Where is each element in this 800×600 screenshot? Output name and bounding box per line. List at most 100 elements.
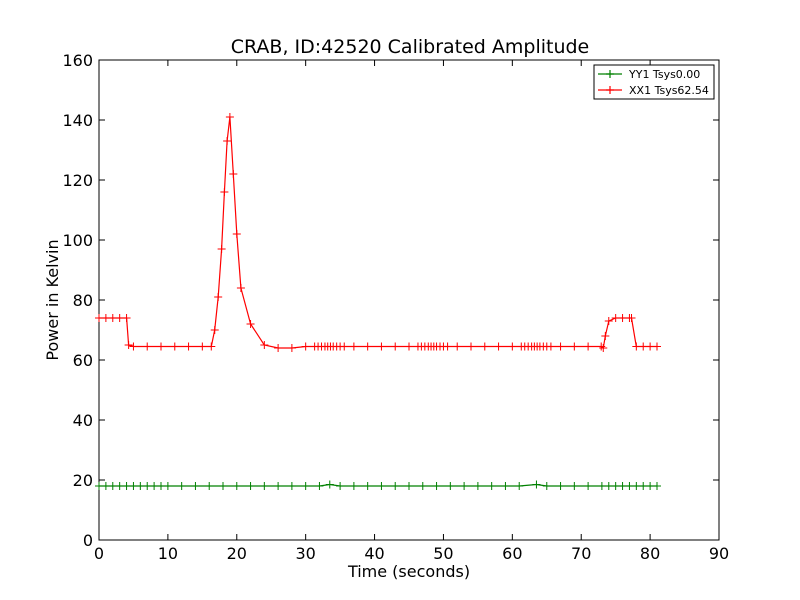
data-point [618, 482, 627, 490]
data-point [349, 482, 358, 490]
data-point [632, 342, 641, 351]
data-point [184, 342, 193, 351]
data-point [301, 482, 310, 490]
series-1 [95, 113, 661, 352]
data-point [487, 482, 496, 490]
data-point [177, 482, 186, 490]
legend-marker-yy1 [606, 70, 614, 78]
data-point [207, 342, 216, 351]
data-point [122, 482, 131, 490]
x-tick-label: 90 [709, 544, 729, 563]
chart-title: CRAB, ID:42520 Calibrated Amplitude [231, 36, 590, 58]
data-point [584, 482, 593, 490]
data-point [653, 482, 661, 490]
legend-label-yy1: YY1 Tsys0.00 [628, 68, 700, 81]
data-point [639, 482, 648, 490]
data-point [546, 342, 555, 351]
y-tick-label: 80 [73, 291, 93, 310]
legend-marker-xx1 [606, 86, 614, 94]
data-point [363, 482, 372, 490]
data-point [108, 314, 117, 322]
series-layer [95, 113, 661, 490]
y-tick-label: 20 [73, 471, 93, 490]
data-point [377, 482, 386, 490]
data-point [157, 342, 165, 351]
data-point [460, 482, 469, 490]
y-axis-label: Power in Kelvin [43, 239, 62, 360]
data-point [556, 342, 565, 351]
data-point [584, 342, 593, 351]
data-point [453, 342, 462, 351]
y-tick-label: 0 [83, 531, 93, 550]
data-point [143, 482, 152, 490]
data-point [260, 341, 269, 349]
data-point [115, 482, 124, 490]
y-tick-label: 120 [62, 171, 93, 190]
data-point [122, 314, 131, 322]
data-point [405, 482, 413, 490]
data-point [639, 342, 648, 351]
data-point [129, 342, 138, 351]
y-tick-label: 40 [73, 411, 93, 430]
data-point [274, 482, 283, 490]
legend: YY1 Tsys0.00 XX1 Tsys62.54 [593, 64, 715, 100]
data-point [205, 482, 214, 490]
x-tick-label: 30 [295, 544, 315, 563]
data-point [236, 284, 245, 292]
data-point [136, 482, 145, 490]
y-axis: 0 20 40 60 80 100 120 140 160 [62, 51, 719, 550]
data-point [274, 344, 283, 352]
data-point [625, 482, 634, 490]
y-tick-label: 140 [62, 111, 93, 130]
data-point [473, 482, 482, 490]
legend-label-xx1: XX1 Tsys62.54 [629, 84, 709, 97]
data-point [508, 342, 517, 351]
data-point [232, 482, 241, 490]
data-point [108, 482, 117, 490]
data-point [418, 482, 427, 490]
data-point [363, 342, 372, 351]
data-point [325, 480, 334, 489]
data-point [597, 342, 606, 351]
data-point [210, 326, 219, 334]
data-point [391, 342, 400, 351]
x-tick-label: 40 [364, 544, 384, 563]
data-point [246, 482, 255, 490]
data-point [597, 482, 606, 490]
data-point [467, 342, 475, 351]
data-point [150, 482, 159, 490]
x-tick-label: 10 [158, 544, 178, 563]
x-tick-label: 20 [227, 544, 247, 563]
data-point [377, 342, 386, 351]
data-point [646, 482, 655, 490]
data-point [143, 342, 152, 351]
data-point [223, 137, 232, 145]
data-point [229, 170, 238, 178]
data-point [220, 188, 229, 196]
x-axis: 0 10 20 30 40 50 60 70 80 90 [94, 60, 729, 563]
data-point [515, 482, 524, 490]
data-point [191, 482, 200, 490]
data-point [599, 344, 608, 352]
data-point [163, 482, 172, 490]
y-tick-label: 160 [62, 51, 93, 70]
plot-frame [98, 59, 720, 541]
data-point [219, 482, 227, 490]
data-point [101, 314, 110, 322]
data-point [336, 482, 345, 490]
data-point [315, 482, 324, 490]
data-point [124, 341, 133, 349]
data-point [570, 482, 579, 490]
series-line [99, 116, 657, 350]
data-point [214, 293, 223, 301]
data-point [542, 482, 551, 490]
x-tick-label: 50 [433, 544, 453, 563]
data-point [217, 245, 226, 253]
y-tick-label: 60 [73, 351, 93, 370]
data-point [287, 344, 296, 352]
data-point [556, 482, 565, 490]
data-point [301, 342, 310, 351]
data-point [129, 482, 138, 490]
data-point [501, 482, 510, 490]
data-point [611, 482, 620, 490]
